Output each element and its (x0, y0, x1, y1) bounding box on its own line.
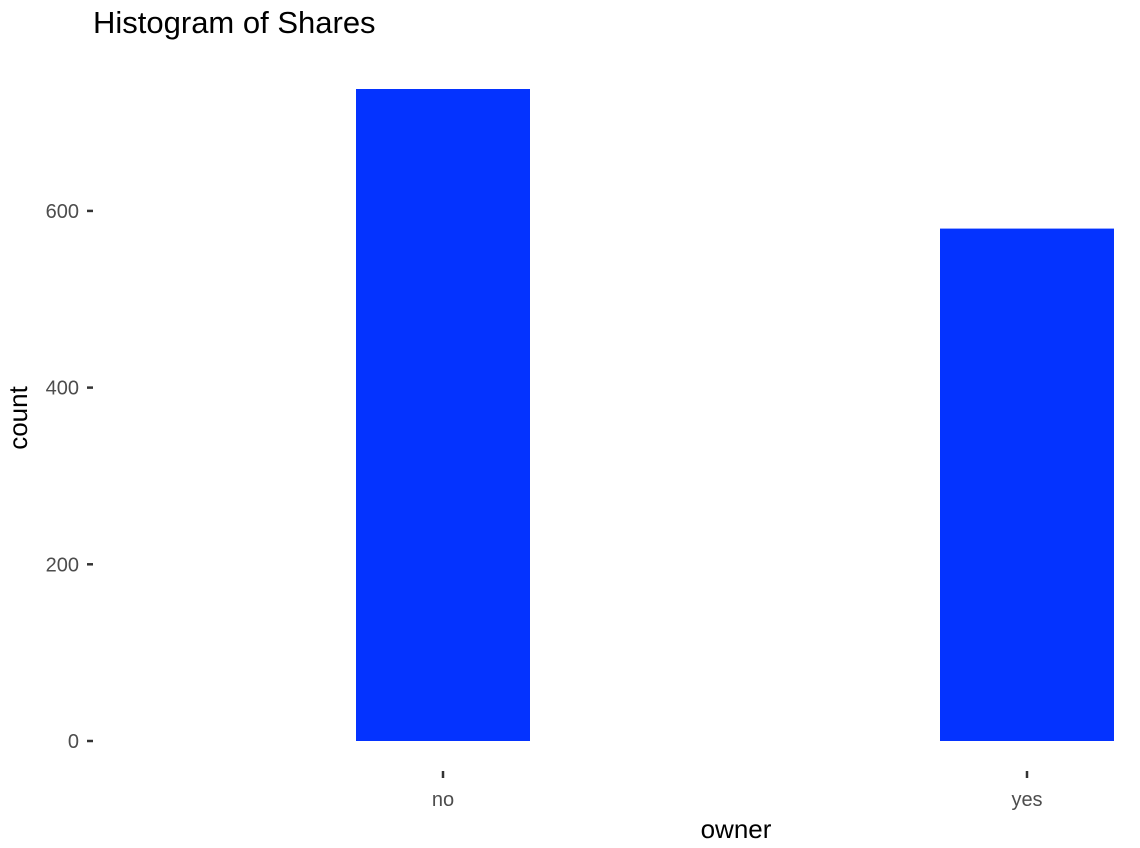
y-tick-label: 400 (46, 378, 79, 400)
y-tick-label: 600 (46, 201, 79, 223)
y-tick-label: 0 (68, 731, 79, 753)
chart-title: Histogram of Shares (93, 5, 376, 40)
bars (356, 89, 1114, 741)
bar-yes (940, 228, 1114, 741)
x-tick-label: no (432, 789, 454, 811)
y-axis: 0 200 400 600 (46, 201, 93, 753)
x-axis-title: owner (701, 814, 772, 844)
bar-no (356, 89, 530, 741)
y-axis-title: count (3, 385, 33, 449)
y-tick-label: 200 (46, 554, 79, 576)
x-tick-label: yes (1011, 789, 1042, 811)
x-axis: no yes (432, 771, 1043, 811)
